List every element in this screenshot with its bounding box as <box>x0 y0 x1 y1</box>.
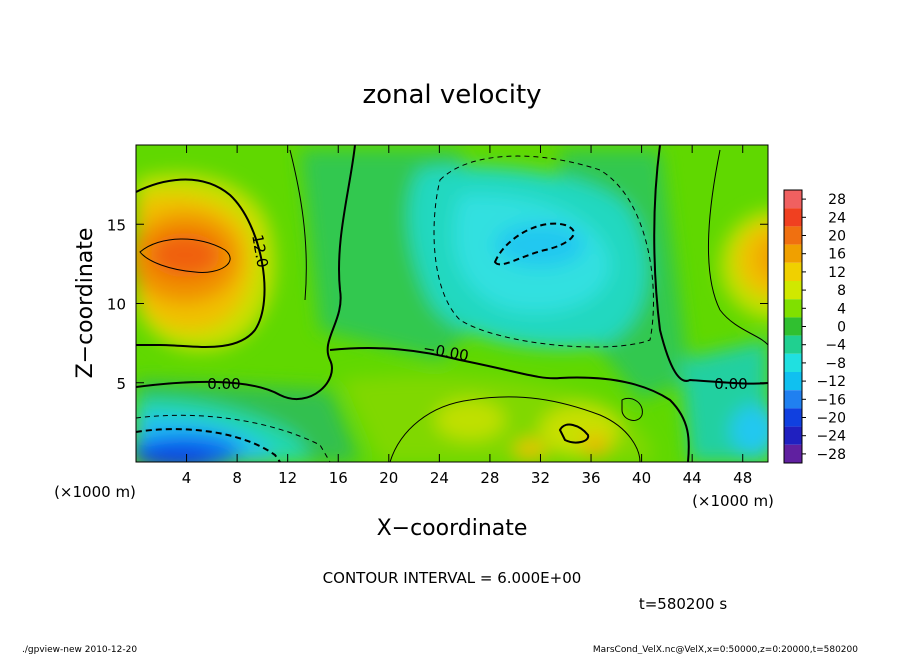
colorbar-segment <box>784 244 802 263</box>
x-tick-label: 4 <box>182 469 192 487</box>
colorbar-segment <box>784 208 802 227</box>
colorbar-segment <box>784 262 802 281</box>
velocity-field <box>136 145 768 462</box>
footer-left: ./gpview-new 2010-12-20 <box>22 645 137 654</box>
colorbar-label: −8 <box>825 356 846 372</box>
x-unit-label-left: (×1000 m) <box>54 483 136 501</box>
x-tick-label: 8 <box>232 469 242 487</box>
colorbar-segment <box>784 317 802 336</box>
colorbar-segment <box>784 353 802 372</box>
x-tick-label: 28 <box>480 469 499 487</box>
colorbar-label: 24 <box>828 210 846 226</box>
contour-label-zero-left: 0.00 <box>207 375 240 393</box>
time-label: t=580200 s <box>639 595 727 613</box>
y-tick-label: 15 <box>107 216 126 234</box>
colorbar-label: 4 <box>837 301 846 317</box>
colorbar-segment <box>784 372 802 391</box>
x-tick-label: 16 <box>329 469 348 487</box>
colorbar-label: −12 <box>816 374 846 390</box>
chart-title: zonal velocity <box>362 80 541 110</box>
colorbar-label: −24 <box>816 429 846 445</box>
y-tick-label: 10 <box>107 296 126 314</box>
x-tick-label: 40 <box>632 469 651 487</box>
x-unit-label-right: (×1000 m) <box>692 492 774 510</box>
y-tick-label: 5 <box>116 375 126 393</box>
x-tick-label: 44 <box>683 469 702 487</box>
contour-interval-text: CONTOUR INTERVAL = 6.000E+00 <box>323 569 582 587</box>
colorbar-label: −4 <box>825 338 846 354</box>
colorbar: 28 24 20 16 12 8 4 0 −4 −8 −12 −16 −20 −24 −28 <box>783 189 846 464</box>
y-axis-title: Z−coordinate <box>73 228 98 379</box>
colorbar-label: 12 <box>828 265 846 281</box>
colorbar-segment <box>784 444 802 463</box>
x-tick-label: 20 <box>379 469 398 487</box>
colorbar-segment <box>784 226 802 245</box>
x-axis-title: X−coordinate <box>377 516 528 541</box>
colorbar-label: 8 <box>837 283 846 299</box>
colorbar-label: 0 <box>837 320 846 336</box>
x-tick-label: 24 <box>430 469 449 487</box>
colorbar-label: 16 <box>828 247 846 263</box>
colorbar-label: 28 <box>828 192 846 208</box>
colorbar-segment <box>784 408 802 427</box>
colorbar-segment <box>784 426 802 445</box>
contour-label-12: 12.0 <box>248 233 272 269</box>
x-tick-label: 12 <box>278 469 297 487</box>
colorbar-segment <box>784 190 802 209</box>
x-tick-label: 48 <box>733 469 752 487</box>
colorbar-segment <box>784 281 802 300</box>
colorbar-segment <box>784 335 802 354</box>
x-axis: 4 8 12 16 20 24 28 32 36 40 44 48 <box>182 145 752 487</box>
y-axis: 5 10 15 <box>107 216 768 393</box>
x-tick-label: 32 <box>531 469 550 487</box>
colorbar-label: −28 <box>816 447 846 463</box>
colorbar-label: −16 <box>816 392 846 408</box>
x-tick-label: 36 <box>581 469 600 487</box>
footer-right: MarsCond_VelX.nc@VelX,x=0:50000,z=0:2000… <box>593 645 858 654</box>
colorbar-label: −20 <box>816 411 846 427</box>
contour-label-zero-right: 0.00 <box>714 375 747 393</box>
colorbar-segment <box>784 390 802 409</box>
colorbar-segment <box>784 299 802 318</box>
colorbar-label: 20 <box>828 229 846 245</box>
contour-lines <box>136 145 768 462</box>
